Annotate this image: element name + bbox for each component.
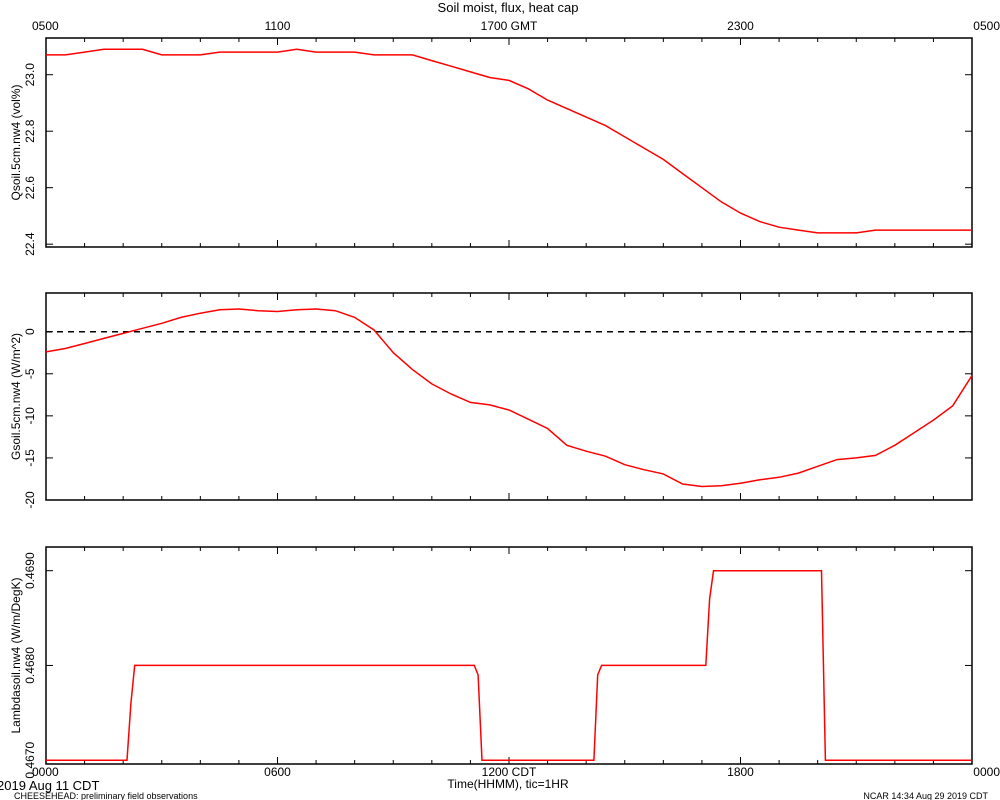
top-axis-label: 0500 [32, 19, 59, 33]
series-line [46, 48, 972, 234]
footer-project-label: CHEESEHEAD: preliminary field observatio… [14, 791, 198, 800]
y-tick-label: 22.4 [23, 232, 37, 256]
panel-frame [45, 546, 973, 765]
chart-title: Soil moist, flux, heat cap [438, 0, 579, 15]
panel-frame [45, 292, 973, 501]
top-axis-label: 2300 [727, 19, 754, 33]
y-tick-label: 22.8 [23, 119, 37, 143]
series-line [46, 569, 972, 761]
y-axis-label: Qsoil.5cm.nw4 (vol%) [9, 84, 23, 200]
bottom-axis-label: 0600 [264, 765, 291, 779]
bottom-axis-label: 1200 CDT [482, 765, 537, 779]
y-tick-label: -15 [23, 449, 37, 467]
bottom-axis-label: 0000 [973, 765, 1000, 779]
y-axis-label: Gsoil.5cm.nw4 (W/m^2) [9, 333, 23, 460]
y-tick-label: 0.4690 [23, 552, 37, 589]
y-tick-label: 22.6 [23, 176, 37, 200]
y-tick-label: -5 [23, 368, 37, 379]
panel-frame [45, 37, 973, 248]
bottom-axis-label: 0000 [32, 765, 59, 779]
y-tick-label: 0 [23, 328, 37, 335]
top-axis-label: 1100 [265, 19, 291, 33]
y-tick-label: 23.0 [23, 63, 37, 87]
y-tick-label: 0.4670 [23, 742, 37, 779]
bottom-axis-label: 1800 [727, 765, 754, 779]
footer-date-label: 2019 Aug 11 CDT [0, 778, 99, 793]
y-tick-label: 0.4680 [23, 647, 37, 684]
series-line [45, 308, 973, 488]
y-axis-label: Lambdasoil.nw4 (W/m/DegK) [9, 577, 23, 733]
y-tick-label: -20 [23, 491, 37, 509]
top-axis-label: 0500 [973, 19, 1000, 33]
top-axis-label: 1700 GMT [481, 19, 538, 33]
x-axis-label: Time(HHMM), tic=1HR [447, 777, 569, 791]
y-tick-label: -10 [23, 407, 37, 425]
footer-credit-label: NCAR 14:34 Aug 29 2019 CDT [863, 791, 988, 800]
